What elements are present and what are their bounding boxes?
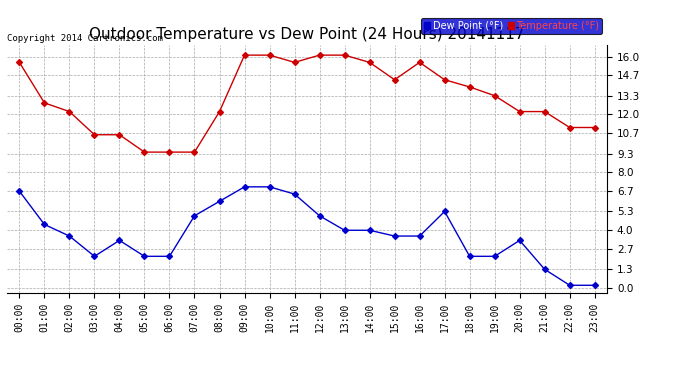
Text: Copyright 2014 Cartronics.com: Copyright 2014 Cartronics.com (7, 33, 163, 42)
Title: Outdoor Temperature vs Dew Point (24 Hours) 20141117: Outdoor Temperature vs Dew Point (24 Hou… (89, 27, 525, 42)
Legend: Dew Point (°F), Temperature (°F): Dew Point (°F), Temperature (°F) (421, 18, 602, 33)
